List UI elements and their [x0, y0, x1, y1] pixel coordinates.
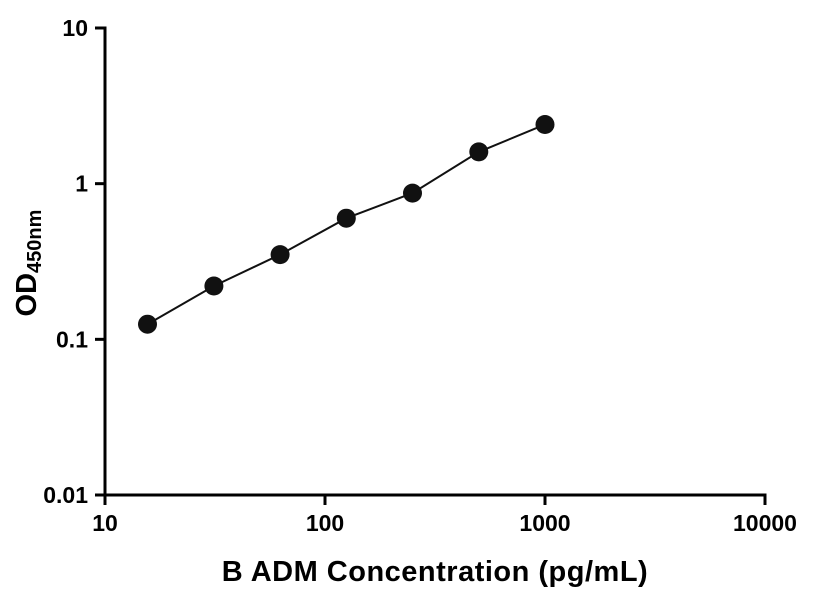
data-point	[204, 276, 224, 296]
y-tick-label: 10	[62, 15, 88, 41]
axes	[103, 26, 767, 497]
y-tick-label: 1	[75, 171, 88, 197]
x-tick-label: 10000	[733, 510, 797, 536]
data-point	[336, 208, 356, 228]
x-tick-label: 1000	[519, 510, 570, 536]
data-point	[270, 245, 290, 265]
x-axis-title: B ADM Concentration (pg/mL)	[221, 556, 649, 588]
y-axis-title: OD450nm	[11, 173, 53, 353]
x-tick-label: 100	[306, 510, 344, 536]
data-point	[535, 115, 555, 134]
y-tick-label: 0.01	[43, 482, 88, 508]
y-tick-label: 0.1	[56, 326, 88, 352]
data-point	[469, 142, 489, 162]
y-axis-title-main: OD	[11, 272, 43, 317]
x-tick-label: 10	[92, 510, 118, 536]
data-point	[403, 183, 422, 203]
y-axis-title-subscript: 450nm	[24, 209, 46, 273]
data-point	[138, 314, 157, 334]
